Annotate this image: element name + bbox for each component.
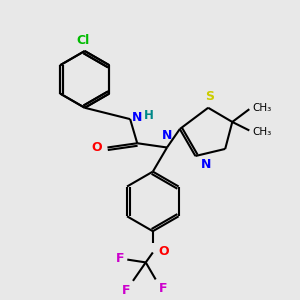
Text: N: N xyxy=(132,111,142,124)
Text: F: F xyxy=(116,252,124,265)
Text: F: F xyxy=(122,284,130,297)
Text: N: N xyxy=(200,158,211,171)
Text: N: N xyxy=(162,129,172,142)
Text: O: O xyxy=(92,141,102,154)
Text: H: H xyxy=(144,109,154,122)
Text: CH₃: CH₃ xyxy=(252,127,272,137)
Text: CH₃: CH₃ xyxy=(252,103,272,113)
Text: S: S xyxy=(205,90,214,103)
Text: Cl: Cl xyxy=(77,34,90,47)
Text: F: F xyxy=(158,282,167,295)
Text: O: O xyxy=(158,245,169,258)
